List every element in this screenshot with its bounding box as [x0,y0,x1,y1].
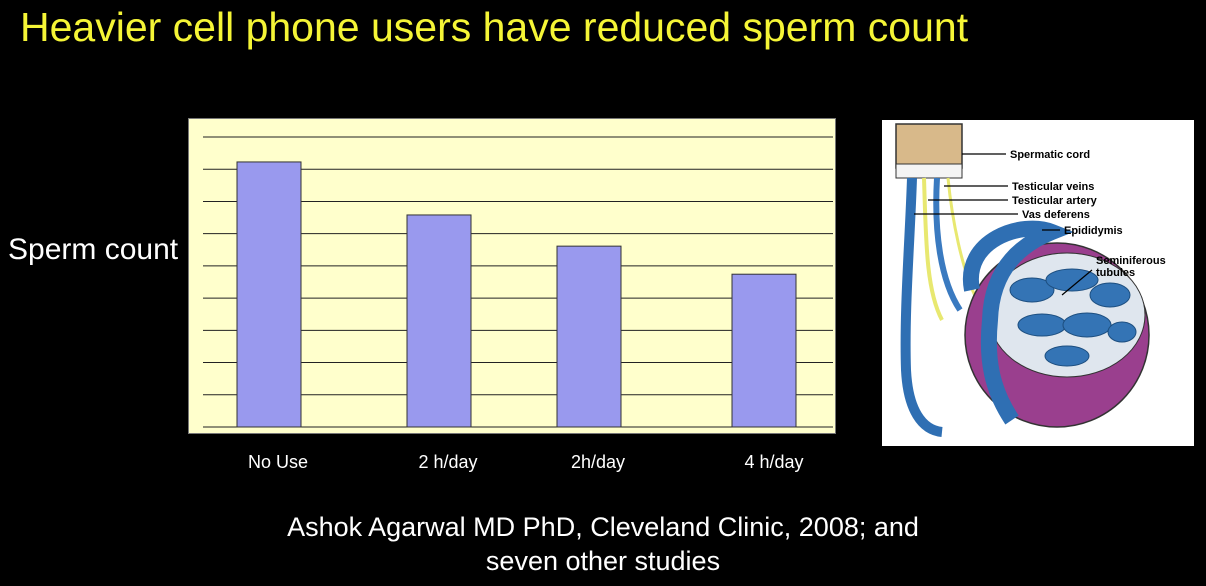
label-leaders [914,153,1093,296]
bar-2-h-day [406,214,472,428]
artery-shape [922,177,944,321]
x-tick-label: 2 h/day [418,452,478,472]
bar-chart-svg [203,136,833,428]
label-seminiferous: Seminiferous [1096,255,1166,267]
citation-line: Ashok Agarwal MD PhD, Cleveland Clinic, … [287,512,919,542]
vas-deferens-shape [900,177,943,437]
cord-cuff-shape [895,163,963,179]
seminiferous-lobules [1009,268,1137,367]
y-axis-label-line: Sperm count [8,233,179,266]
label-testicular-artery: Testicular artery [1012,195,1098,207]
bar-chart [188,118,836,434]
spermatic-cord-shape [895,123,963,169]
label-tubules: tubules [1096,267,1135,279]
label-testicular-veins: Testicular veins [1012,181,1094,193]
epididymis-shape [962,220,1074,425]
label-epididymis: Epididymis [1064,225,1123,237]
y-axis-label: Sperm count [8,228,178,272]
slide-title: Heavier cell phone users have reduced sp… [20,4,969,50]
bar-4-h-day [731,273,797,428]
bar-no-use [236,161,302,428]
x-tick-label: 4 h/day [744,452,804,472]
bar-2h-day [556,245,622,428]
label-vas-deferens: Vas deferens [1022,209,1090,221]
vein-shape [933,177,963,312]
citation-line: seven other studies [485,546,721,576]
x-tick-label: 2h/day [570,452,626,472]
testis-anatomy-diagram: Spermatic cord Testicular veins Testicul… [882,120,1194,446]
anatomy-illustration: Spermatic cord Testicular veins Testicul… [895,123,1166,437]
citation: Ashok Agarwal MD PhD, Cleveland Clinic, … [0,510,1206,578]
label-spermatic-cord: Spermatic cord [1010,149,1090,161]
x-tick-label: No Use [247,452,309,472]
